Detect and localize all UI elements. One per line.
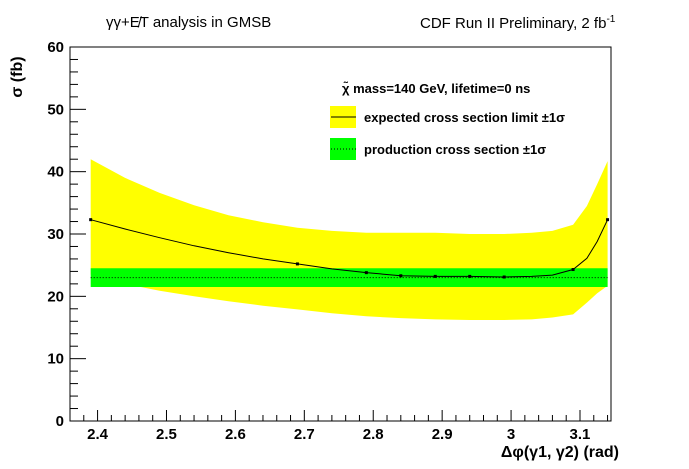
- data-point: [89, 218, 93, 222]
- title-right-sup: -1: [606, 14, 616, 25]
- legend: χ̃ mass=140 GeV, lifetime=0 ns expected c…: [330, 81, 565, 160]
- data-point: [295, 262, 299, 266]
- y-tick-label: 40: [47, 164, 64, 181]
- data-point: [502, 275, 506, 279]
- chart-title-right: CDF Run II Preliminary, 2 fb-1: [420, 14, 615, 32]
- axes-layer: 2.4 2.5 2.6 2.7 2.8 2.9 3 3.1 0 10 20 30 40 50 60: [47, 39, 609, 443]
- data-point: [433, 274, 437, 278]
- y-tick-label: 10: [47, 351, 64, 368]
- markers-layer: [89, 218, 610, 279]
- legend-header: χ̃ mass=140 GeV, lifetime=0 ns: [342, 81, 530, 96]
- y-tick-label: 30: [47, 226, 64, 243]
- data-point: [364, 271, 368, 275]
- x-tick-label: 2.7: [294, 426, 315, 443]
- y-tick-label: 20: [47, 288, 64, 305]
- legend-entry-label: expected cross section limit ±1σ: [364, 110, 565, 125]
- data-point: [606, 218, 610, 222]
- x-tick-label: 2.5: [156, 426, 177, 443]
- x-tick-label: 2.8: [363, 426, 384, 443]
- data-point: [468, 274, 472, 278]
- y-tick-label: 0: [56, 413, 64, 430]
- y-axis-label: σ (fb): [9, 56, 26, 97]
- title-right-text: CDF Run II Preliminary, 2 fb: [420, 15, 607, 32]
- x-tick-label: 3: [507, 426, 515, 443]
- data-point: [399, 274, 403, 278]
- y-tick-label: 50: [47, 101, 64, 118]
- x-tick-label: 2.9: [432, 426, 453, 443]
- data-point: [571, 268, 575, 272]
- x-tick-label: 2.4: [87, 426, 109, 443]
- x-tick-label: 3.1: [570, 426, 591, 443]
- chart-title-left: γγ+E̸T analysis in GMSB: [106, 14, 271, 31]
- y-tick-label: 60: [47, 39, 64, 56]
- x-axis-label: Δφ(γ1, γ2) (rad): [501, 444, 619, 461]
- title-left-text: γγ+E̸T analysis in GMSB: [106, 14, 272, 31]
- x-tick-label: 2.6: [225, 426, 246, 443]
- legend-entry-label: production cross section ±1σ: [364, 142, 546, 157]
